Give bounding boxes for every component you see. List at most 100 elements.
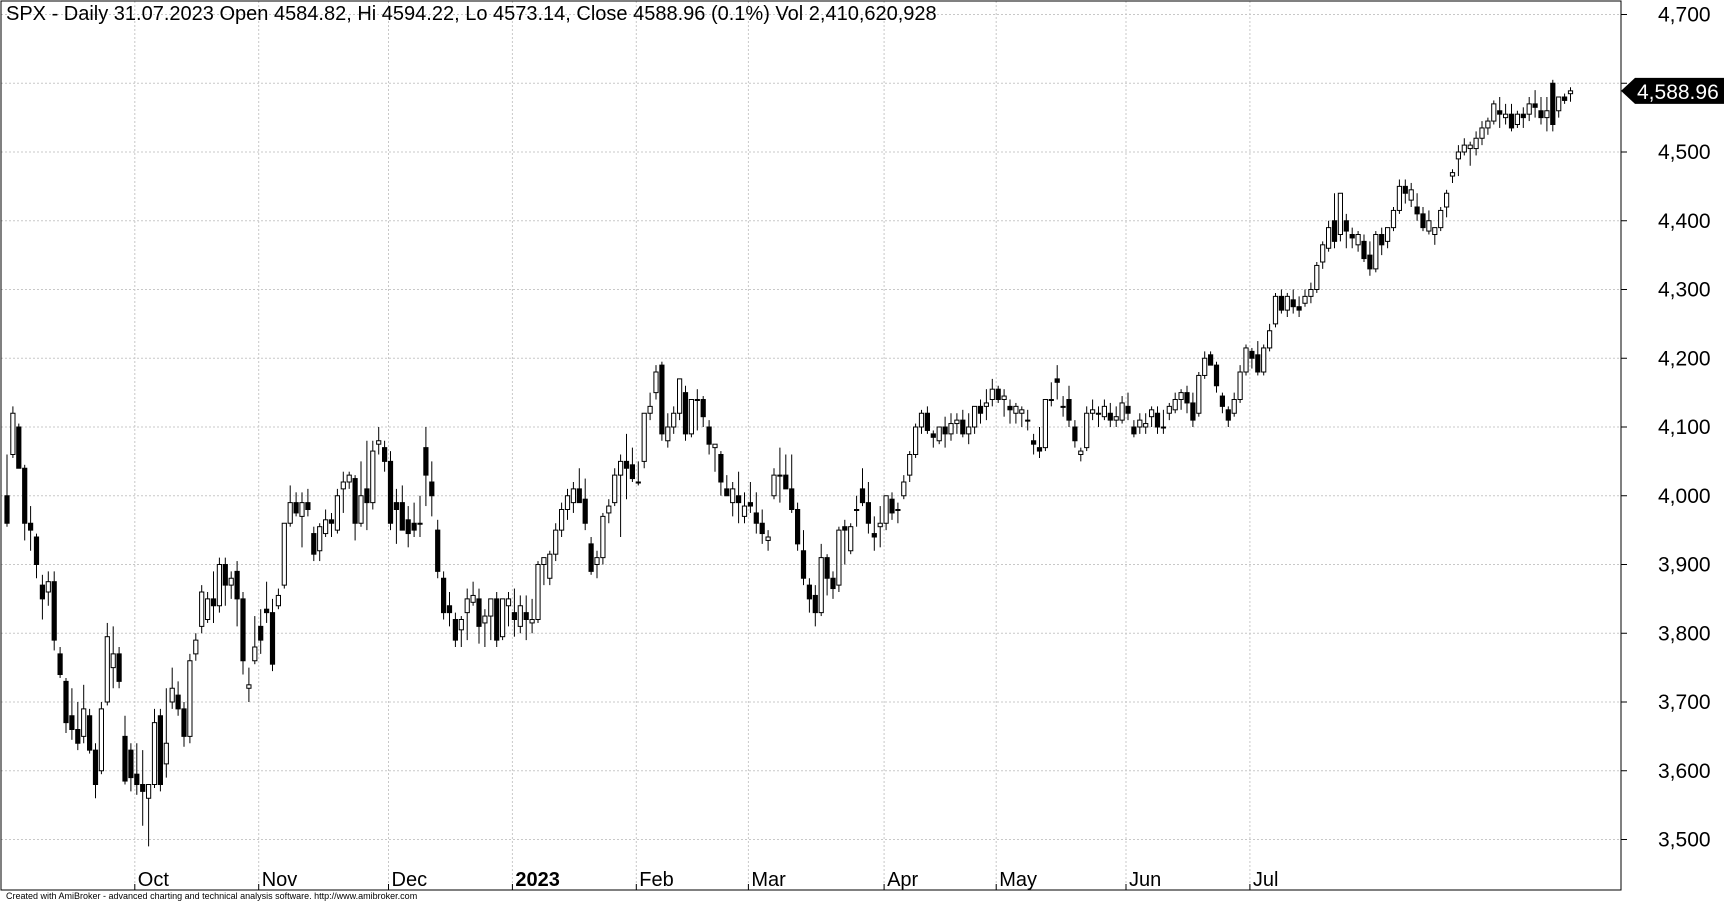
candle-up [216, 564, 223, 607]
candle-up [1491, 103, 1497, 122]
candle-down [305, 502, 311, 510]
candle-down [452, 619, 458, 641]
candle-down [87, 715, 93, 751]
candle-down [75, 729, 81, 744]
candle-up [187, 660, 193, 737]
candle-up [1013, 405, 1019, 414]
candle-up [901, 481, 907, 497]
candle-up [641, 412, 647, 462]
candle-down [865, 502, 871, 524]
candle-down [1125, 405, 1131, 414]
candle-down [293, 502, 299, 514]
candle-up [741, 505, 748, 517]
y-tick-label: 3,800 [1658, 622, 1711, 645]
last-price-badge-shape [1621, 77, 1724, 104]
candle-up [1143, 423, 1149, 428]
candle-up [1060, 405, 1066, 408]
candle-up [376, 440, 382, 445]
candle-up [1137, 419, 1143, 428]
candle-up [694, 399, 700, 401]
candle-up [1160, 426, 1167, 429]
candle-down [134, 773, 140, 785]
x-tick-label: May [999, 869, 1037, 891]
candle-up [954, 419, 960, 425]
candle-up [972, 405, 978, 428]
candle-up [948, 423, 954, 435]
candle-up [1503, 113, 1509, 119]
candle-down [1497, 110, 1503, 115]
chart-title: SPX - Daily 31.07.2023 Open 4584.82, Hi … [6, 3, 937, 25]
x-tick-label: Oct [138, 869, 170, 891]
candle-up [1473, 137, 1479, 150]
candle-down [181, 708, 187, 737]
candle-up [275, 594, 281, 607]
candle-up [665, 426, 671, 442]
candle-up [340, 481, 346, 490]
candle-up [647, 405, 653, 414]
candle-down [411, 522, 417, 531]
candle-up [913, 426, 919, 455]
candle-down [1296, 306, 1302, 311]
candle-down [523, 612, 529, 620]
candle-down [22, 467, 28, 524]
candle-down [1249, 350, 1255, 359]
candle-down [222, 564, 228, 586]
candle-up [1432, 227, 1438, 235]
candle-up [535, 564, 541, 620]
footer-credit: Created with AmiBroker - advanced charti… [6, 891, 417, 901]
candle-up [777, 474, 783, 477]
candle-up [1426, 220, 1432, 232]
candle-down [806, 584, 812, 600]
candle-up [1042, 399, 1049, 449]
candle-up [1544, 110, 1550, 119]
candle-up [541, 557, 547, 565]
candle-down [1331, 220, 1338, 242]
candle-down [747, 502, 753, 507]
candle-up [1408, 189, 1414, 201]
candle-up [836, 529, 842, 586]
candle-up [1485, 120, 1491, 129]
candle-up [1090, 409, 1096, 414]
candle-down [1520, 113, 1526, 119]
candle-up [547, 553, 553, 579]
candle-down [328, 519, 335, 524]
candle-down [269, 612, 276, 665]
candle-down [476, 598, 482, 627]
candle-down [234, 570, 240, 600]
candle-up [1202, 357, 1208, 376]
candle-down [4, 495, 10, 524]
candle-down [429, 481, 435, 497]
candle-up [677, 378, 683, 414]
candle-down [1290, 299, 1296, 308]
candle-down [441, 577, 447, 614]
candle-down [446, 605, 453, 614]
candle-up [1095, 412, 1102, 415]
candle-up [1272, 295, 1279, 325]
candle-down [700, 399, 706, 418]
x-tick-label: Apr [887, 869, 918, 891]
candle-down [240, 598, 246, 662]
candle-up [600, 515, 606, 559]
candle-down [264, 608, 270, 614]
candle-up [1308, 289, 1314, 297]
candle-down [1154, 412, 1161, 428]
candle-down [588, 543, 594, 572]
x-tick-label: Dec [392, 869, 428, 891]
candle-up [169, 687, 175, 703]
candle-up [1320, 244, 1326, 263]
candle-up [1467, 144, 1473, 150]
y-tick-label: 3,900 [1658, 554, 1711, 577]
candle-up [470, 594, 476, 603]
candle-down [1538, 110, 1544, 119]
candle-down [800, 550, 807, 579]
candle-down [157, 715, 164, 785]
candle-down [1379, 234, 1385, 246]
y-axis-ticks: 3,500 3,600 3,700 3,800 3,900 4,000 4,100 4,200… [1621, 4, 1711, 852]
candle-down [736, 495, 742, 504]
candle-up [1526, 103, 1532, 115]
y-tick-label: 4,100 [1658, 416, 1711, 439]
candle-down [175, 694, 181, 710]
candle-up [358, 495, 364, 524]
candle-up [346, 474, 352, 483]
candle-down [140, 784, 146, 792]
